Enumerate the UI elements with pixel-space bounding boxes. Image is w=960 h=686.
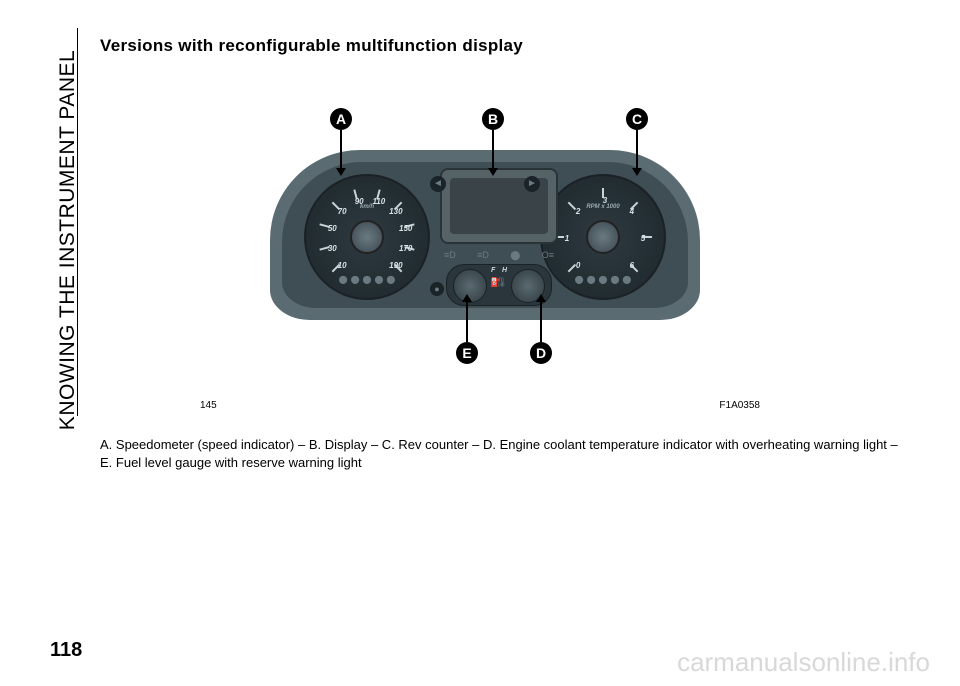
callout-c: C	[626, 108, 648, 130]
callout-e: E	[456, 342, 478, 364]
tacho-hub	[586, 220, 620, 254]
callout-line-e	[466, 300, 468, 342]
callout-line-d	[540, 300, 542, 342]
speedo-number: 190	[385, 261, 407, 270]
highbeam-icon: ≡D	[477, 250, 489, 261]
page-number: 118	[50, 639, 82, 662]
temp-hot-label: H	[502, 267, 507, 274]
left-blinker-icon: ◄	[430, 176, 446, 192]
figure-code: F1A0358	[719, 400, 760, 411]
tacho-number: 3	[594, 196, 616, 205]
chapter-sidebar: KNOWING THE INSTRUMENT PANEL	[48, 28, 78, 416]
callout-a: A	[330, 108, 352, 130]
speedo-number: 50	[321, 224, 343, 233]
callout-line-b	[492, 130, 494, 170]
tachometer-gauge: RPM x 1000 ⬤ ⬤ ⬤ ⬤ ⬤ 0123456	[540, 174, 666, 300]
foglamp-icon: ⬤	[510, 250, 520, 261]
speedo-number: 30	[321, 244, 343, 253]
tacho-warning-row: ⬤ ⬤ ⬤ ⬤ ⬤	[575, 275, 632, 284]
tacho-number: 0	[567, 261, 589, 270]
right-blinker-icon: ►	[524, 176, 540, 192]
tacho-number: 6	[621, 261, 643, 270]
warning-icon: ⬤	[599, 275, 608, 284]
warning-icon: ⬤	[622, 275, 631, 284]
speedo-warning-row: ⬤ ⬤ ⬤ ⬤ ⬤	[339, 275, 396, 284]
callout-b: B	[482, 108, 504, 130]
warning-icon: ⬤	[575, 275, 584, 284]
tacho-number: 4	[621, 207, 643, 216]
warning-icon: ⬤	[339, 275, 348, 284]
chapter-title: KNOWING THE INSTRUMENT PANEL	[56, 40, 80, 440]
warning-icon: ⬤	[587, 275, 596, 284]
temperature-icon: 🌡	[497, 277, 508, 288]
warning-icon: ⬤	[386, 275, 395, 284]
headlamp-indicator-row: ≡D ≡D ⬤ O≡	[444, 250, 554, 261]
speedometer-gauge: km/h ⬤ ⬤ ⬤ ⬤ ⬤ 1030507090110130150170190	[304, 174, 430, 300]
instrument-cluster-figure: A B C D E km/h ⬤ ⬤ ⬤ ⬤ ⬤ 103050709011013…	[200, 100, 760, 370]
tacho-number: 1	[556, 234, 578, 243]
warning-icon: ⬤	[374, 275, 383, 284]
headlamp-icon: ≡D	[444, 250, 456, 261]
warning-icon: ⬤	[610, 275, 619, 284]
speedo-number: 130	[385, 207, 407, 216]
speedo-number: 110	[368, 197, 390, 206]
callout-line-c	[636, 130, 638, 170]
tacho-number: 5	[632, 234, 654, 243]
tacho-number: 2	[567, 207, 589, 216]
multifunction-display	[440, 168, 558, 244]
speedo-number: 150	[395, 224, 417, 233]
watermark: carmanualsonline.info	[677, 647, 930, 678]
indicator-dot-left: ●	[430, 282, 444, 296]
speedo-hub	[350, 220, 384, 254]
figure-caption: A. Speedometer (speed indicator) – B. Di…	[100, 436, 910, 471]
callout-d: D	[530, 342, 552, 364]
speedo-number: 70	[331, 207, 353, 216]
warning-icon: ⬤	[351, 275, 360, 284]
fuel-full-label: F	[491, 267, 495, 274]
section-title: Versions with reconfigurable multifuncti…	[100, 36, 523, 56]
cluster-inner: km/h ⬤ ⬤ ⬤ ⬤ ⬤ 1030507090110130150170190…	[282, 162, 688, 308]
callout-line-a	[340, 130, 342, 170]
warning-icon: ⬤	[363, 275, 372, 284]
figure-number: 145	[200, 400, 217, 411]
speedo-number: 10	[331, 261, 353, 270]
speedo-number: 170	[395, 244, 417, 253]
rearfog-icon: O≡	[542, 250, 554, 261]
